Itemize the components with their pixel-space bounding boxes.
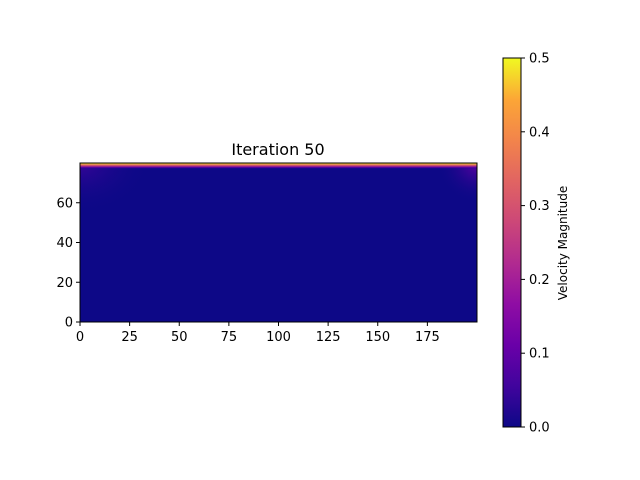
x-tick-label: 150 bbox=[365, 330, 390, 345]
colorbar-ticks: 0.0 0.1 0.2 0.3 0.4 0.5 bbox=[521, 52, 550, 436]
chart-title: Iteration 50 bbox=[231, 140, 324, 159]
x-tick-label: 50 bbox=[171, 330, 188, 345]
y-axis: 0 20 40 60 bbox=[56, 196, 80, 331]
x-tick-label: 100 bbox=[266, 330, 291, 345]
colorbar-tick-label: 0.3 bbox=[529, 199, 550, 214]
colorbar-tick-label: 0.2 bbox=[529, 273, 550, 288]
x-axis: 0 25 50 75 100 125 150 175 bbox=[76, 322, 440, 345]
colorbar-gradient bbox=[503, 58, 521, 427]
colorbar-tick-label: 0.1 bbox=[529, 347, 550, 362]
lid-velocity-band bbox=[80, 163, 477, 169]
corner-vortex-right bbox=[437, 163, 477, 203]
colorbar-label: Velocity Magnitude bbox=[556, 186, 570, 300]
x-tick-label: 25 bbox=[121, 330, 138, 345]
colorbar-tick-label: 0.4 bbox=[529, 125, 550, 140]
y-tick-label: 40 bbox=[56, 236, 73, 251]
x-tick-label: 75 bbox=[221, 330, 238, 345]
x-tick-label: 175 bbox=[415, 330, 440, 345]
y-tick-label: 20 bbox=[56, 276, 73, 291]
colorbar-tick-label: 0.0 bbox=[529, 421, 550, 436]
colorbar-frame bbox=[502, 57, 522, 428]
y-tick-label: 60 bbox=[56, 196, 73, 211]
colorbar bbox=[502, 57, 522, 428]
x-tick-label: 0 bbox=[76, 330, 84, 345]
colorbar-tick-label: 0.5 bbox=[529, 52, 550, 67]
heatmap-field bbox=[79, 162, 478, 323]
y-tick-label: 0 bbox=[65, 316, 73, 331]
corner-vortex-left bbox=[80, 163, 150, 213]
x-tick-label: 125 bbox=[316, 330, 341, 345]
